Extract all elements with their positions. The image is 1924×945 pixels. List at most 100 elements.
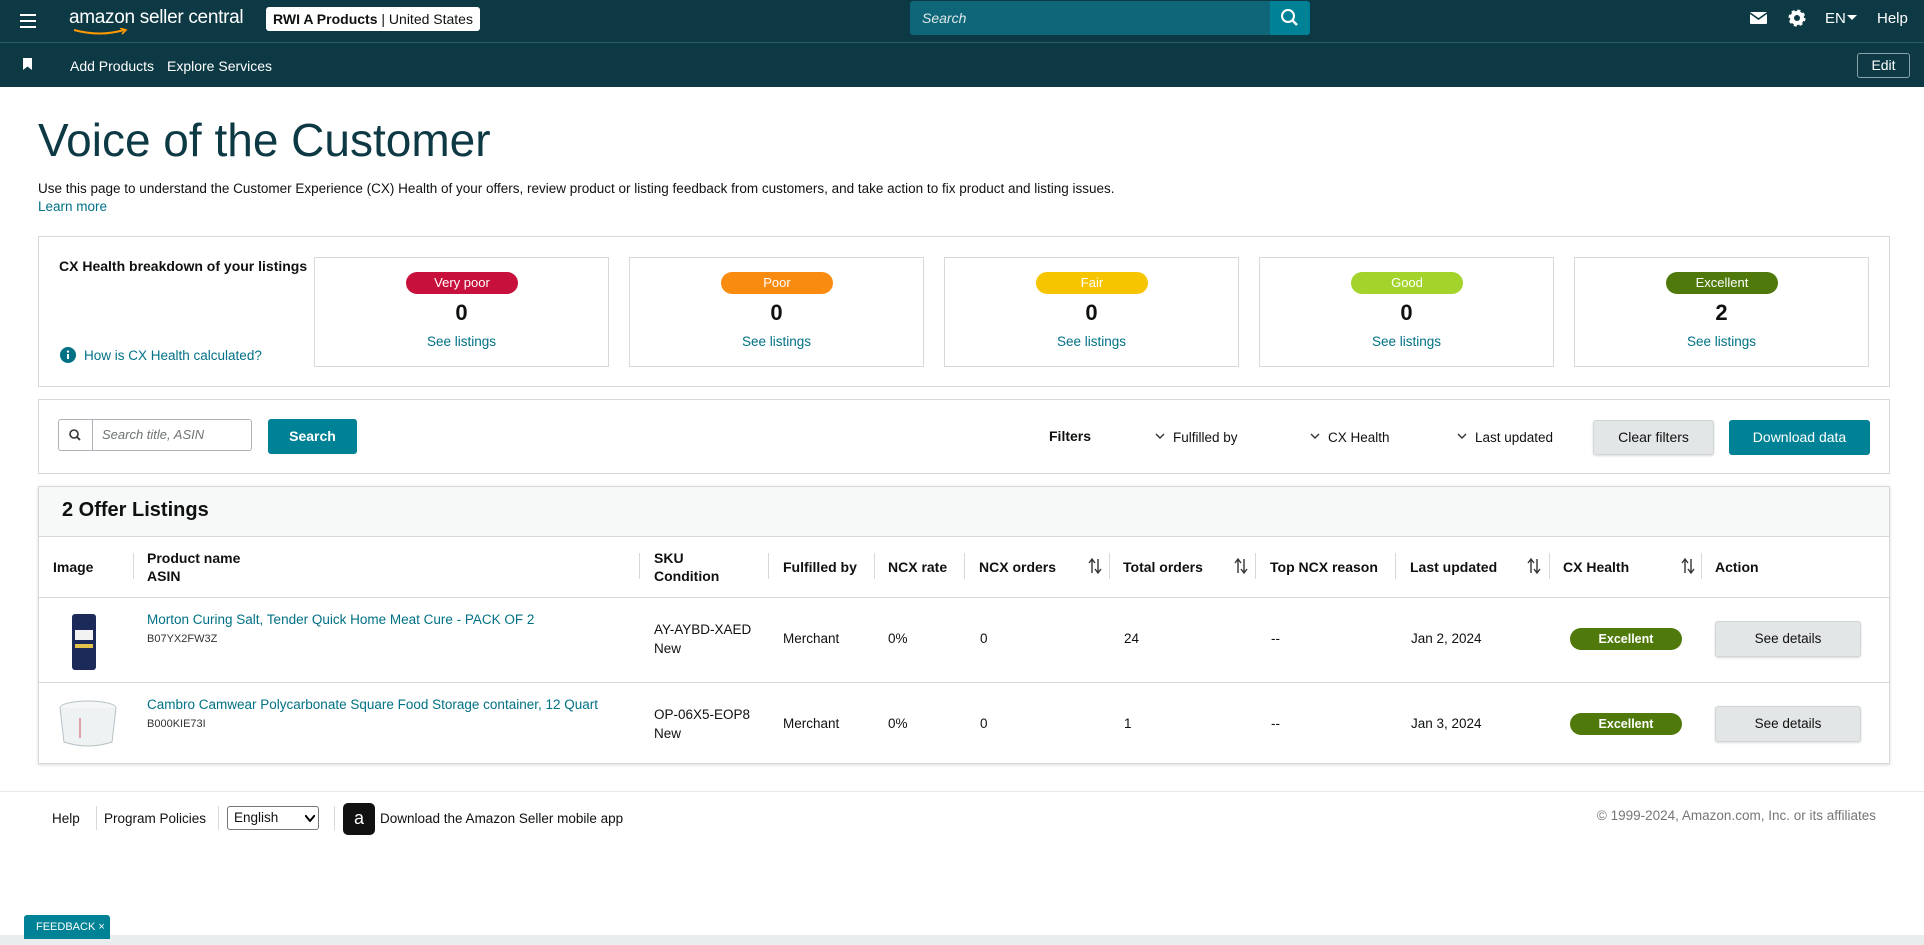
ncx-rate: 0% [888,631,908,646]
search-button[interactable]: Search [268,419,357,454]
see-listings-link[interactable]: See listings [1686,334,1757,349]
app-download-link[interactable]: Download the Amazon Seller mobile app [380,811,624,826]
column-separator [1701,553,1702,579]
filter-dropdown[interactable]: Last updated [1457,430,1553,445]
svg-text:a: a [354,808,365,828]
language-caret [1847,15,1857,20]
see-listings-link[interactable]: See listings [1056,334,1127,349]
nav-link[interactable]: Explore Services [167,58,273,74]
product-image [72,614,96,670]
language-select[interactable]: English [227,806,319,830]
logo[interactable]: amazon seller central [69,7,244,28]
product-name-link[interactable]: Morton Curing Salt, Tender Quick Home Me… [147,612,535,627]
footer-link[interactable]: Program Policies [104,811,207,826]
health-pill: Good [1351,272,1463,294]
column-subheader: ASIN [147,568,181,584]
product-name-link[interactable]: Cambro Camwear Polycarbonate Square Food… [147,697,598,712]
column-separator [964,553,965,579]
feedback-label: FEEDBACK [36,921,96,933]
sort-icon[interactable] [1681,557,1695,580]
condition: New [654,726,682,741]
health-count: 0 [455,300,468,325]
account-name: RWI A Products [273,11,378,27]
search-icon-box [58,419,92,451]
column-header[interactable]: Total orders [1123,559,1203,575]
copyright: © 1999-2024, Amazon.com, Inc. or its aff… [1596,808,1876,823]
app-icon: a [343,803,375,835]
footer-separator [96,806,97,830]
download-button[interactable]: Download data [1729,420,1870,455]
filters-label: Filters [1049,428,1092,444]
filter-label: Last updated [1475,430,1554,445]
health-count: 2 [1715,300,1728,325]
sku: AY-AYBD-XAED [654,622,752,637]
global-search[interactable]: Search [910,1,1270,35]
sort-icon[interactable] [1088,557,1102,580]
listings-header [39,487,1889,537]
listing-search-input[interactable]: Search title, ASIN [92,419,252,451]
fulfilled-by: Merchant [783,631,840,646]
bottom-strip [0,935,1924,945]
sku: OP-06X5-EOP8 [654,707,751,722]
edit-button[interactable]: Edit [1857,53,1910,78]
asin: B07YX2FW3Z [147,633,218,645]
sub-bar [0,42,1924,87]
column-header: Action [1715,559,1759,575]
column-header[interactable]: NCX orders [979,559,1057,575]
total-orders: 1 [1124,716,1132,731]
select-caret [305,815,315,822]
row-divider [39,682,1889,683]
nav-link[interactable]: Add Products [70,58,155,74]
page-title: Voice of the Customer [38,114,491,166]
column-header: Product name [147,550,241,566]
filter-dropdown[interactable]: CX Health [1310,430,1390,445]
menu-icon[interactable] [18,10,40,32]
cx-health-pill: Excellent [1570,713,1682,735]
asin: B000KIE73I [147,718,206,730]
top-ncx-reason: -- [1271,631,1280,646]
last-updated: Jan 3, 2024 [1411,716,1482,731]
column-separator [874,553,875,579]
footer-link[interactable]: Help [52,811,80,826]
language-menu[interactable]: EN [1825,10,1846,27]
column-header[interactable]: CX Health [1563,559,1630,575]
condition: New [654,641,682,656]
settings-icon[interactable] [1787,8,1807,28]
column-separator [768,553,769,579]
see-listings-link[interactable]: See listings [426,334,497,349]
learn-more-link[interactable]: Learn more [38,199,108,214]
sort-icon[interactable] [1234,557,1248,580]
cx-health-pill: Excellent [1570,628,1682,650]
account-region: United States [388,11,473,27]
clear-filters-button[interactable]: Clear filters [1593,420,1714,455]
account-switcher[interactable]: RWI A Products | United States [266,7,480,31]
top-ncx-reason: -- [1271,716,1280,731]
see-listings-link[interactable]: See listings [1371,334,1442,349]
filter-dropdown[interactable]: Fulfilled by [1155,430,1238,445]
ncx-rate: 0% [888,716,908,731]
ncx-orders: 0 [980,716,988,731]
help-link[interactable]: Help [1877,10,1908,27]
column-separator [1255,553,1256,579]
column-header[interactable]: Last updated [1410,559,1498,575]
bookmark-icon[interactable] [22,58,34,72]
see-details-button[interactable]: See details [1715,621,1861,657]
feedback-tab[interactable]: FEEDBACK × [24,915,110,939]
column-separator [1109,553,1110,579]
column-separator [1549,553,1550,579]
cx-health-title: CX Health breakdown of your listings [59,258,308,274]
column-header: Top NCX reason [1270,559,1378,575]
fulfilled-by: Merchant [783,716,840,731]
how-cx-health-link[interactable]: How is CX Health calculated? [84,348,262,363]
last-updated: Jan 2, 2024 [1411,631,1482,646]
see-listings-link[interactable]: See listings [741,334,812,349]
mail-icon[interactable] [1749,10,1769,26]
sort-icon[interactable] [1527,557,1541,580]
global-search-button[interactable] [1270,1,1310,35]
info-icon [60,347,76,363]
see-details-button[interactable]: See details [1715,706,1861,742]
filter-label: Fulfilled by [1173,430,1238,445]
health-count: 0 [1085,300,1098,325]
health-pill: Excellent [1666,272,1778,294]
ncx-orders: 0 [980,631,988,646]
